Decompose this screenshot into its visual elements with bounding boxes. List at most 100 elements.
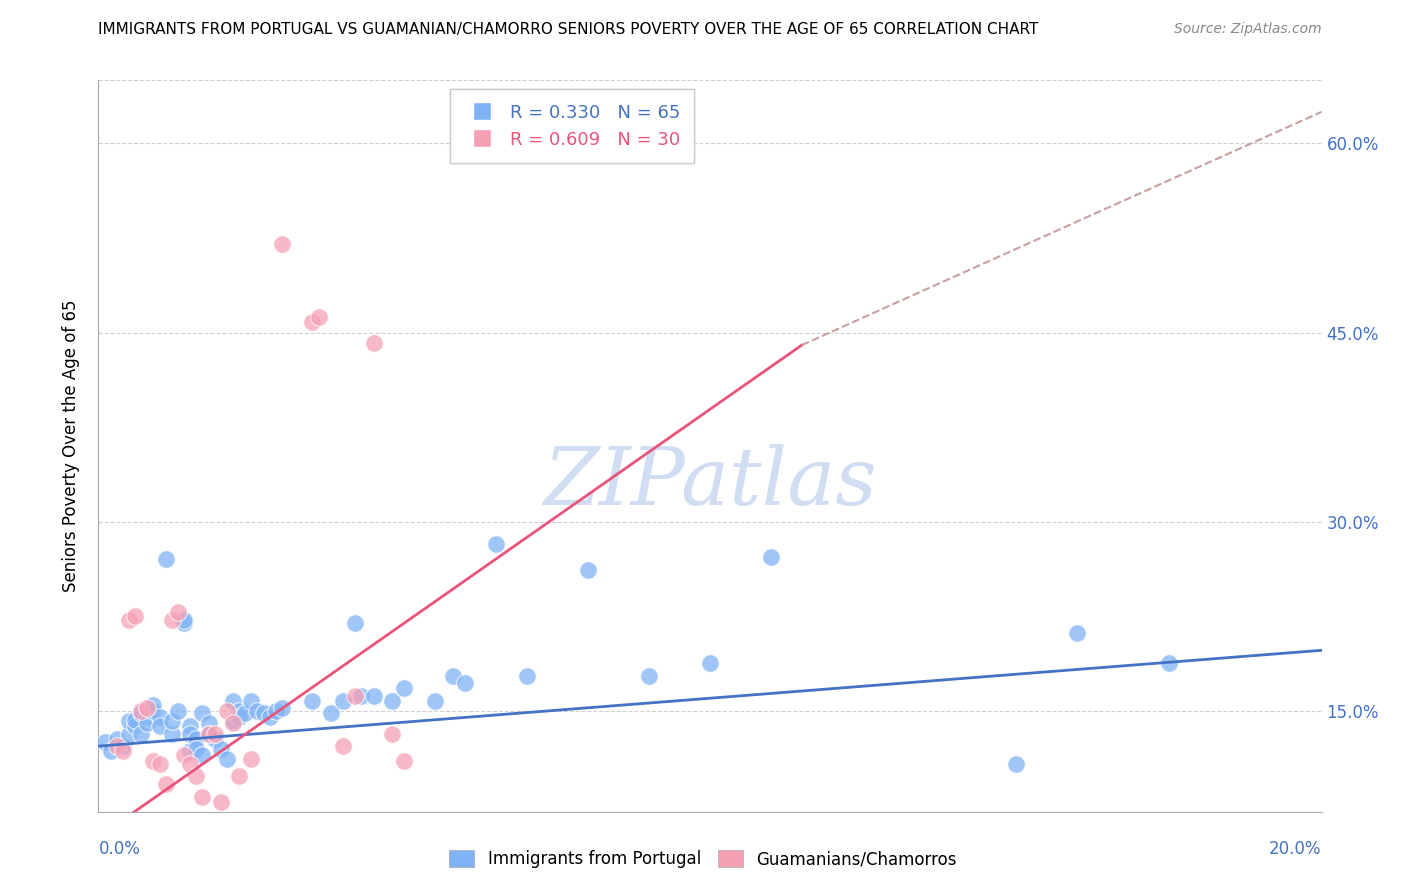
Point [332, 694, 354, 708]
Point [699, 656, 721, 670]
Point [124, 719, 146, 733]
Point [222, 716, 245, 731]
Point [301, 315, 323, 329]
Point [111, 744, 134, 758]
Point [142, 704, 165, 718]
Point [228, 769, 250, 783]
Text: 20.0%: 20.0% [1270, 840, 1322, 858]
Text: Source: ZipAtlas.com: Source: ZipAtlas.com [1174, 22, 1322, 37]
Point [392, 754, 416, 768]
Point [209, 741, 232, 756]
Point [381, 726, 404, 740]
Point [179, 719, 201, 733]
Point [93, 735, 115, 749]
Point [186, 741, 208, 756]
Point [173, 747, 195, 762]
Point [233, 706, 256, 721]
Point [118, 714, 141, 728]
Point [363, 335, 385, 350]
Point [197, 726, 219, 740]
Point [259, 710, 281, 724]
Point [516, 668, 538, 682]
Point [191, 747, 214, 762]
Point [381, 694, 404, 708]
Point [100, 744, 122, 758]
Text: 0.0%: 0.0% [98, 840, 141, 858]
Legend: R = 0.330   N = 65, R = 0.609   N = 30: R = 0.330 N = 65, R = 0.609 N = 30 [450, 89, 695, 163]
Point [240, 694, 263, 708]
Point [149, 710, 172, 724]
Point [319, 706, 342, 721]
Y-axis label: Seniors Poverty Over the Age of 65: Seniors Poverty Over the Age of 65 [62, 300, 80, 592]
Point [270, 701, 292, 715]
Text: IMMIGRANTS FROM PORTUGAL VS GUAMANIAN/CHAMORRO SENIORS POVERTY OVER THE AGE OF 6: IMMIGRANTS FROM PORTUGAL VS GUAMANIAN/CH… [98, 22, 1039, 37]
Point [392, 681, 416, 695]
Point [301, 694, 323, 708]
Point [186, 731, 208, 746]
Point [155, 777, 177, 791]
Point [1004, 756, 1026, 771]
Point [1066, 625, 1088, 640]
Point [124, 609, 146, 624]
Point [350, 689, 373, 703]
Point [485, 537, 508, 551]
Point [204, 731, 226, 746]
Point [105, 731, 128, 746]
Point [197, 726, 219, 740]
Point [111, 739, 134, 753]
Point [167, 704, 190, 718]
Point [423, 694, 446, 708]
Point [222, 694, 245, 708]
Point [179, 744, 201, 758]
Point [160, 726, 183, 740]
Point [197, 716, 219, 731]
Point [637, 668, 661, 682]
Point [759, 549, 782, 564]
Point [228, 704, 250, 718]
Point [270, 237, 292, 252]
Point [179, 726, 201, 740]
Point [264, 704, 287, 718]
Point [576, 563, 599, 577]
Point [136, 701, 159, 715]
Point [308, 310, 330, 325]
Point [160, 714, 183, 728]
Point [173, 613, 195, 627]
Point [252, 706, 274, 721]
Point [105, 739, 128, 753]
Point [246, 704, 269, 718]
Point [129, 726, 152, 740]
Point [344, 689, 367, 703]
Point [155, 552, 177, 566]
Point [160, 613, 183, 627]
Point [332, 739, 354, 753]
Point [441, 668, 464, 682]
Point [118, 613, 141, 627]
Point [454, 676, 477, 690]
Point [215, 752, 238, 766]
Point [167, 606, 190, 620]
Point [344, 615, 367, 630]
Point [142, 698, 165, 712]
Point [149, 719, 172, 733]
Point [240, 752, 263, 766]
Point [129, 704, 152, 718]
Point [129, 706, 152, 721]
Point [173, 615, 195, 630]
Point [136, 710, 159, 724]
Point [191, 789, 214, 804]
Point [149, 756, 172, 771]
Point [363, 689, 385, 703]
Point [204, 726, 226, 740]
Point [186, 769, 208, 783]
Point [118, 726, 141, 740]
Point [215, 704, 238, 718]
Legend: Immigrants from Portugal, Guamanians/Chamorros: Immigrants from Portugal, Guamanians/Cha… [443, 843, 963, 875]
Point [124, 713, 146, 727]
Point [228, 710, 250, 724]
Point [191, 706, 214, 721]
Point [222, 714, 245, 728]
Point [142, 754, 165, 768]
Point [209, 795, 232, 809]
Point [136, 716, 159, 731]
